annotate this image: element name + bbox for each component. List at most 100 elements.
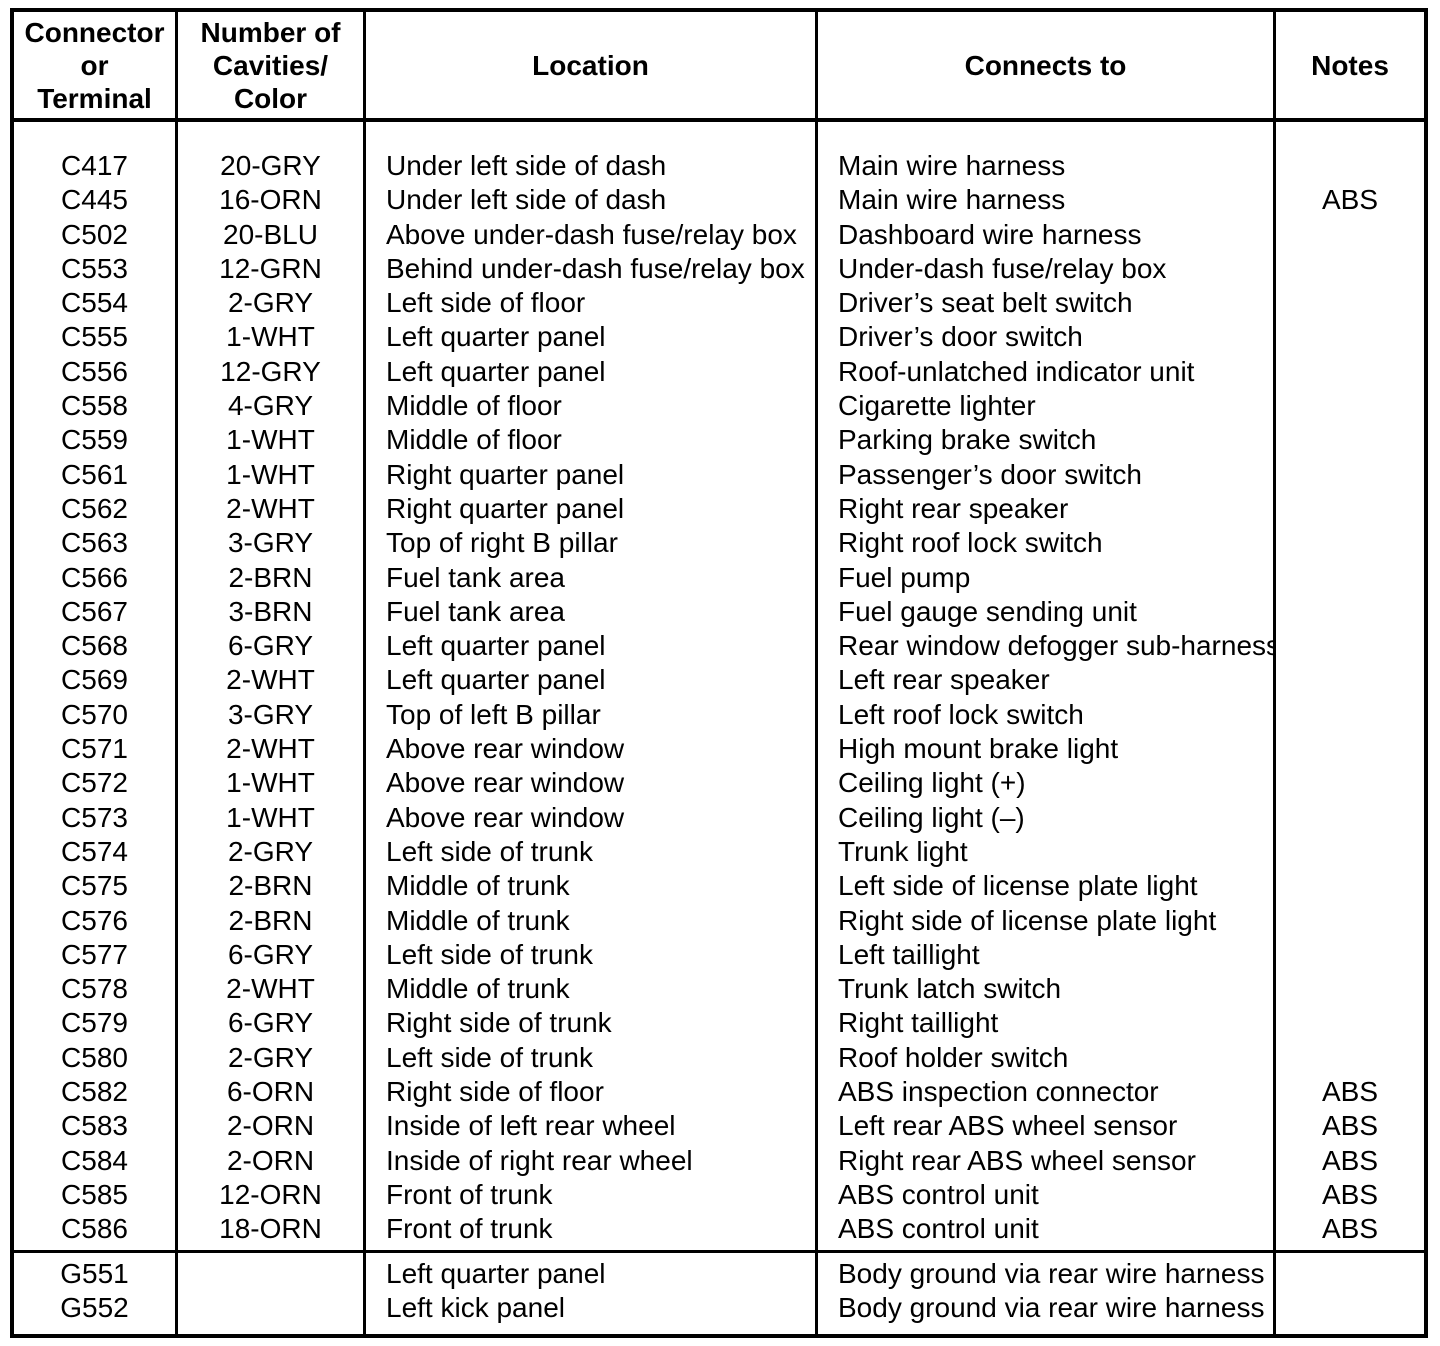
connects-to: Left rear speaker (838, 664, 1050, 696)
cavities-color: 2-BRN (228, 561, 313, 593)
connector-id: C586 (61, 1213, 128, 1245)
connector-table: Connector or Terminal Number of Cavities… (10, 8, 1428, 1338)
connects-to: Roof-unlatched indicator unit (838, 355, 1195, 387)
location: Left kick panel (386, 1292, 565, 1324)
note (1276, 458, 1424, 492)
connector-id: C567 (61, 595, 128, 627)
connects-to: Dashboard wire harness (838, 218, 1142, 250)
column-connector-id: G551 G552 (14, 1253, 178, 1334)
header-connects-to: Connects to (818, 12, 1276, 118)
note (1276, 1257, 1424, 1291)
connector-id: C584 (61, 1144, 128, 1176)
location: Right side of trunk (386, 1007, 612, 1039)
note: ABS (1321, 1213, 1379, 1245)
column-connects-to: Body ground via rear wire harness Body gr… (818, 1253, 1276, 1334)
connector-id: G551 (60, 1258, 129, 1289)
connector-id: C582 (61, 1076, 128, 1108)
note (1276, 149, 1424, 183)
note (1276, 389, 1424, 423)
connector-id: C502 (61, 218, 128, 250)
connects-to: ABS control unit (838, 1213, 1039, 1245)
note (1276, 1041, 1424, 1075)
connector-id: C556 (61, 355, 128, 387)
location: Left quarter panel (386, 1258, 606, 1289)
connector-id: C561 (61, 458, 128, 490)
connects-to: Under-dash fuse/relay box (838, 252, 1167, 284)
header-number-of-cavities-color: Number of Cavities/ Color (178, 12, 366, 118)
connector-rows-section: C417 C445 C502 C553 C554 C555 C556 C558 C559 C561… (14, 122, 1424, 1250)
connector-id: G552 (60, 1292, 129, 1324)
note (1276, 595, 1424, 629)
note (1276, 698, 1424, 732)
cavities-color: 12-GRY (220, 355, 321, 387)
cavities-color: 1-WHT (226, 321, 315, 353)
connects-to: Driver’s seat belt switch (838, 287, 1133, 319)
note (1276, 629, 1424, 663)
location: Behind under-dash fuse/relay box (386, 252, 805, 284)
connector-id: C579 (61, 1007, 128, 1039)
note: ABS (1321, 1110, 1379, 1142)
connector-id: C575 (61, 870, 128, 902)
cavities-color: 6-ORN (226, 1076, 315, 1108)
note: ABS (1321, 1178, 1379, 1210)
location: Left quarter panel (386, 630, 606, 662)
connector-id: C570 (61, 698, 128, 730)
note (1276, 972, 1424, 1006)
connects-to: Fuel pump (838, 561, 971, 593)
location: Inside of right rear wheel (386, 1144, 693, 1176)
cavities-color: 2-GRY (227, 287, 314, 319)
connects-to: Right side of license plate light (838, 904, 1217, 936)
connects-to: ABS control unit (838, 1178, 1039, 1210)
cavities-color: 18-ORN (219, 1213, 322, 1245)
note (1276, 869, 1424, 903)
location: Fuel tank area (386, 561, 565, 593)
connector-id: C572 (61, 767, 128, 799)
note (1276, 1006, 1424, 1040)
cavities-color: 2-BRN (228, 904, 313, 936)
connector-id: C574 (61, 835, 128, 867)
location: Above rear window (386, 767, 625, 799)
connector-id: C555 (61, 321, 128, 353)
connects-to: Rear window defogger sub-harness (838, 630, 1276, 662)
cavities-color: 2-WHT (226, 664, 315, 696)
connector-id: C571 (61, 733, 128, 765)
note (1276, 218, 1424, 252)
connector-id: C559 (61, 424, 128, 456)
note (1276, 766, 1424, 800)
connects-to: Right rear speaker (838, 492, 1069, 524)
ground-rows-section: G551 G552 Left quarter panel Left kick pane… (14, 1250, 1424, 1334)
cavities-color: 3-BRN (228, 595, 313, 627)
connector-id: C578 (61, 973, 128, 1005)
connector-id: C566 (61, 561, 128, 593)
connects-to: Left side of license plate light (838, 870, 1198, 902)
connector-id: C562 (61, 492, 128, 524)
connects-to: Fuel gauge sending unit (838, 595, 1137, 627)
column-connects-to: Main wire harness Main wire harness Dashbo… (818, 122, 1276, 1250)
location: Front of trunk (386, 1213, 553, 1245)
location: Left side of trunk (386, 1041, 594, 1073)
connects-to: Ceiling light (–) (838, 801, 1025, 833)
cavities-color: 2-GRY (227, 1041, 314, 1073)
column-cavities-color (178, 1253, 366, 1334)
connector-id: C563 (61, 527, 128, 559)
cavities-color (178, 1291, 363, 1325)
connects-to: Driver’s door switch (838, 321, 1083, 353)
note (1276, 355, 1424, 389)
connector-id: C585 (61, 1178, 128, 1210)
cavities-color: 2-WHT (226, 973, 315, 1005)
location: Left side of floor (386, 287, 586, 319)
location: Left quarter panel (386, 321, 606, 353)
cavities-color: 12-ORN (219, 1178, 322, 1210)
location: Right quarter panel (386, 492, 625, 524)
header-notes: Notes (1311, 49, 1389, 81)
connects-to: Right roof lock switch (838, 527, 1103, 559)
cavities-color: 3-GRY (227, 698, 314, 730)
note (1276, 663, 1424, 697)
connector-id: C558 (61, 390, 128, 422)
column-note (1276, 1253, 1424, 1334)
note (1276, 801, 1424, 835)
connects-to: Main wire harness (838, 184, 1066, 216)
connector-id: C554 (61, 287, 128, 319)
connector-id: C580 (61, 1041, 128, 1073)
location: Right quarter panel (386, 458, 625, 490)
